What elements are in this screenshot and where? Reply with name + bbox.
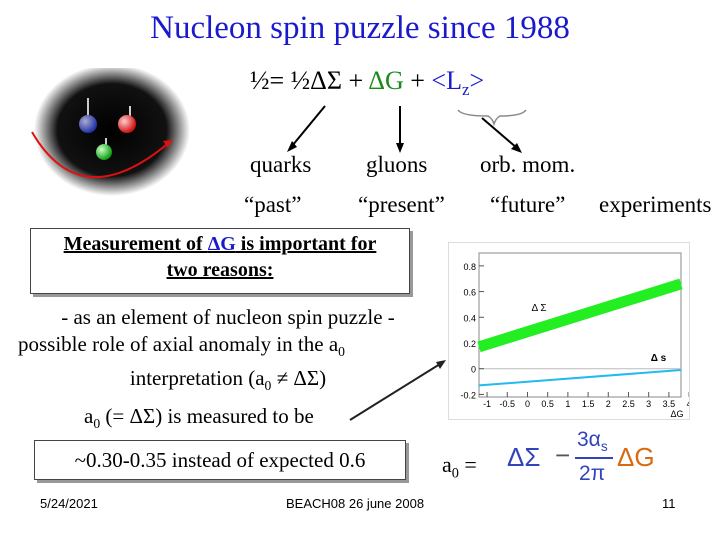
label-gluons: gluons — [366, 152, 428, 177]
measurement-line2-text: two reasons: — [166, 259, 274, 281]
footer-date: 5/24/2021 — [40, 496, 98, 511]
eq-fraction-bar — [575, 457, 613, 459]
eq-num-coef: 3α — [577, 428, 601, 451]
reason-line2-pre: possible role of axial anomaly in the a — [18, 332, 339, 356]
label-orb-mom: orb. mom. — [480, 152, 576, 177]
slide-title: Nucleon spin puzzle since 1988 — [150, 10, 570, 46]
reason-line3: interpretation (a0 ≠ ΔΣ) — [18, 365, 438, 399]
x-tick-label: -1 — [483, 399, 491, 409]
legend-delta-sigma: Δ Σ — [532, 303, 547, 314]
eq-delta-g: ΔG — [617, 442, 655, 472]
measurement-post: is important for — [235, 233, 377, 255]
y-tick-label: 0.6 — [463, 288, 476, 298]
formula-plus: + — [403, 66, 432, 95]
x-tick-label: 3 — [646, 399, 651, 409]
x-axis-label: ΔG — [670, 409, 683, 419]
a0-equals: a0 = — [442, 452, 477, 482]
formula-lz-open: <L — [431, 66, 462, 95]
reason-line3-pre: interpretation (a — [129, 366, 265, 391]
eq-minus: − — [555, 440, 571, 470]
measurement-dg: ΔG — [207, 233, 236, 255]
measurement-line2: two reasons: — [31, 257, 409, 283]
x-tick-label: 0 — [525, 399, 530, 409]
anomaly-formula: ΔΣ − 3αs 2π ΔG — [505, 426, 685, 496]
eq-den: 2π — [579, 462, 606, 485]
legend-delta-s: Δ s — [651, 353, 667, 364]
measured-sub: 0 — [93, 416, 101, 432]
formula-lhs: ½= ½ΔΣ — [250, 66, 343, 95]
footer-page: 11 — [662, 496, 676, 511]
formula-plus: + — [342, 66, 369, 95]
reason-line1: - as an element of nucleon spin puzzle - — [61, 305, 395, 329]
reason-line3-post: ≠ ΔΣ) — [271, 366, 327, 391]
y-tick-label: 0.4 — [463, 313, 476, 323]
result-box: ~0.30-0.35 instead of expected 0.6 — [34, 440, 406, 480]
series-delta-s-line — [478, 369, 682, 387]
measurement-box: Measurement of ΔG is important for two r… — [30, 228, 410, 294]
delta-plot: 0.8 0.6 0.4 0.2 0 -0.2 -1 -0.5 0 0.5 1 1.5 2 2.5 3 3.5 4… — [448, 242, 692, 420]
label-future: “future” — [490, 192, 566, 217]
y-tick-label: 0 — [471, 365, 476, 375]
label-present: “present” — [358, 192, 445, 217]
a0-symbol: a — [442, 452, 452, 477]
measurement-pre: Measurement of — [63, 233, 208, 255]
reasons-text: - as an element of nucleon spin puzzle -… — [18, 304, 438, 399]
measured-a: a — [84, 404, 94, 428]
label-experiments: experiments — [599, 192, 712, 217]
reason-line2-sub: 0 — [338, 344, 345, 360]
y-tick-label: 0.2 — [463, 339, 476, 349]
eq-num-sub: s — [600, 439, 608, 455]
nucleon-illustration — [22, 64, 192, 203]
label-past: “past” — [244, 192, 302, 217]
measurement-line1: Measurement of ΔG is important for — [31, 231, 409, 257]
series-delta-sigma-line — [477, 278, 683, 353]
x-tick-label: 2 — [606, 399, 611, 409]
x-tick-label: 0.5 — [541, 399, 554, 409]
x-tick-label: 2.5 — [622, 399, 635, 409]
y-tick-label: -0.2 — [460, 390, 476, 400]
formula-lz-sub: z — [461, 80, 470, 100]
y-tick-label: 0.8 — [463, 262, 476, 272]
x-tick-label: -0.5 — [500, 399, 516, 409]
formula-delta-g: ΔG — [368, 66, 404, 95]
a0-eq: = — [458, 452, 477, 477]
measured-text: a0 (= ΔΣ) is measured to be — [84, 404, 314, 432]
x-tick-label: 1.5 — [582, 399, 595, 409]
spin-sum-formula: ½= ½ΔΣ + ΔG + <Lz> — [250, 66, 484, 100]
label-quarks: quarks — [250, 152, 312, 177]
formula-lz-close: > — [469, 66, 485, 95]
x-tick-label: 4 — [687, 399, 689, 409]
reason-line2: possible role of axial anomaly in the a0 — [18, 331, 438, 365]
a0-sub: 0 — [451, 465, 459, 482]
delta-plot-svg: 0.8 0.6 0.4 0.2 0 -0.2 -1 -0.5 0 0.5 1 1.5 2 2.5 3 3.5 4… — [460, 252, 692, 419]
x-tick-label: 1 — [565, 399, 570, 409]
measured-post: (= ΔΣ) is measured to be — [100, 404, 314, 428]
plot-frame — [478, 252, 682, 398]
footer-event: BEACH08 26 june 2008 — [286, 496, 425, 511]
nucleon-icon — [31, 64, 190, 196]
result-text: ~0.30-0.35 instead of expected 0.6 — [74, 448, 366, 472]
reason-line3-sub: 0 — [264, 378, 272, 394]
x-tick-label: 3.5 — [663, 399, 676, 409]
eq-delta-sigma: ΔΣ — [507, 442, 541, 472]
